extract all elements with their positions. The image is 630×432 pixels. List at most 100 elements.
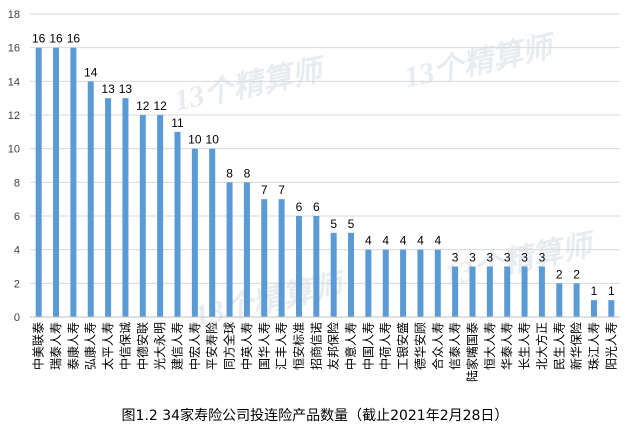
x-tick-label: 民生人寿: [552, 322, 566, 370]
x-tick-label: 新华保险: [569, 322, 584, 370]
bar: [122, 98, 129, 318]
data-label: 3: [521, 251, 528, 265]
data-label: 12: [153, 99, 167, 113]
bar: [348, 232, 355, 317]
data-label: 2: [573, 267, 580, 281]
data-label: 16: [32, 32, 46, 46]
chart-caption: 图1.2 34家寿险公司投连险产品数量（截止2021年2月28日）: [122, 407, 509, 424]
x-tick-label: 中意人寿: [343, 322, 358, 370]
x-tick-label: 中德安联: [135, 322, 150, 370]
bar: [157, 115, 164, 317]
bars: [35, 47, 615, 318]
data-label: 4: [400, 234, 407, 248]
y-tick-label: 14: [8, 76, 20, 88]
x-tick-label: 中美联泰: [31, 322, 46, 370]
data-label: 3: [452, 251, 459, 265]
data-label: 8: [226, 166, 233, 180]
x-tick-label: 恒大人寿: [483, 322, 497, 370]
x-tick-label: 瑞泰人寿: [49, 322, 63, 370]
bar: [434, 249, 441, 317]
bar: [608, 300, 615, 317]
x-tick-label: 太平人寿: [100, 322, 115, 370]
bar: [243, 182, 250, 317]
x-tick-label: 光大永明: [153, 322, 167, 370]
data-label: 14: [84, 65, 98, 79]
data-label: 6: [313, 200, 320, 214]
watermark-text: 13个精算师: [171, 53, 329, 118]
data-label: 5: [348, 217, 355, 231]
y-axis-ticks: 0 2 4 6 8 10 12 14 16 18: [8, 9, 20, 324]
bar: [400, 249, 407, 317]
x-tick-label: 汇丰人寿: [275, 322, 289, 370]
bar: [556, 283, 563, 317]
bar: [226, 182, 233, 317]
x-tick-label: 泰康人寿: [65, 322, 80, 370]
x-tick-label: 平安寿险: [204, 322, 219, 370]
bar: [209, 148, 216, 317]
data-label: 16: [67, 32, 81, 46]
x-tick-label: 珠江人寿: [587, 322, 601, 370]
x-tick-label: 建信人寿: [171, 322, 185, 370]
data-label: 4: [365, 234, 372, 248]
x-tick-label: 同方全球: [222, 322, 237, 370]
x-tick-label: 招商信诺: [308, 322, 323, 370]
x-tick-label: 长生人寿: [518, 322, 532, 370]
x-tick-label: 信泰人寿: [448, 322, 462, 370]
bar: [417, 249, 424, 317]
bar: [139, 115, 146, 317]
data-label: 12: [136, 99, 150, 113]
bar: [486, 266, 493, 317]
data-label: 10: [206, 133, 220, 147]
y-tick-label: 10: [8, 144, 20, 156]
y-tick-label: 8: [14, 177, 20, 189]
x-tick-label: 中荷人寿: [378, 322, 393, 370]
bar: [313, 216, 320, 317]
bar: [53, 47, 60, 318]
data-label: 5: [330, 217, 337, 231]
y-tick-label: 2: [14, 278, 20, 290]
data-label: 10: [188, 133, 202, 147]
bar: [504, 266, 511, 317]
x-tick-label: 中信保诚: [117, 322, 132, 370]
y-tick-label: 16: [8, 43, 20, 55]
bar: [295, 216, 302, 317]
y-tick-label: 6: [14, 211, 20, 223]
bar: [35, 47, 42, 318]
data-label: 4: [382, 234, 389, 248]
x-tick-label: 友邦保险: [326, 322, 341, 370]
bar: [191, 148, 198, 317]
bar: [70, 47, 77, 318]
bar: [330, 232, 337, 317]
data-label: 13: [101, 82, 115, 96]
bar: [538, 266, 545, 317]
bar: [278, 199, 285, 317]
x-tick-label: 阳光人寿: [604, 322, 618, 370]
x-tick-label: 中宏人寿: [187, 322, 202, 370]
bar: [590, 300, 597, 317]
bar: [521, 266, 528, 317]
data-label: 1: [591, 284, 598, 298]
x-axis-ticks: 中美联泰 瑞泰人寿 泰康人寿 弘康人寿 太平人寿 中信保诚 中德安联 光大永明 建信人寿 中宏人寿…: [31, 322, 619, 382]
y-tick-label: 0: [14, 312, 20, 324]
y-tick-label: 18: [8, 9, 20, 21]
data-label: 2: [556, 267, 563, 281]
x-tick-label: 北大方正: [534, 322, 549, 370]
data-label: 1: [608, 284, 615, 298]
bar: [469, 266, 476, 317]
x-tick-label: 陆家嘴国泰: [465, 322, 480, 382]
data-label: 3: [539, 251, 546, 265]
bar: [174, 131, 181, 317]
data-label: 13: [119, 82, 133, 96]
bar: [105, 98, 112, 318]
bar: [261, 199, 268, 317]
data-label: 3: [469, 251, 476, 265]
data-label: 3: [487, 251, 494, 265]
x-tick-label: 中英人寿: [239, 322, 254, 370]
data-label: 7: [278, 183, 285, 197]
data-label: 11: [171, 116, 184, 130]
x-tick-label: 合众人寿: [430, 322, 445, 370]
bar: [382, 249, 389, 317]
watermark-text: 13个精算师: [401, 30, 559, 95]
